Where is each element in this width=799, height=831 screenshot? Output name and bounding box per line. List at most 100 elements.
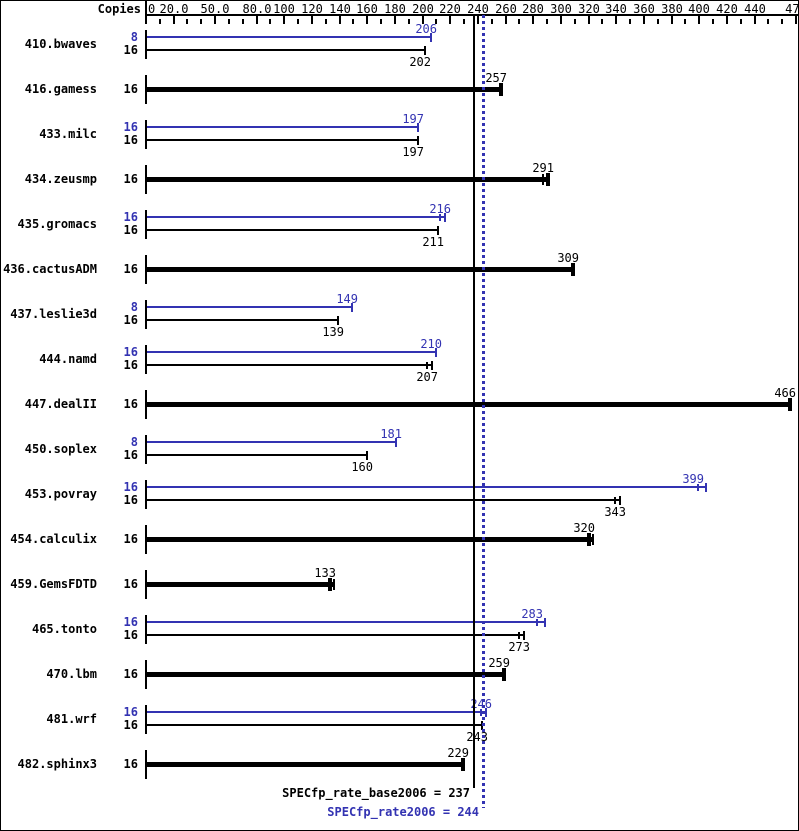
group-baseline [145, 660, 147, 689]
bar-value: 202 [409, 55, 431, 69]
copies-label: 16 [123, 448, 138, 462]
group-baseline [145, 165, 147, 194]
bar-end-cap [431, 361, 433, 370]
axis-tick-label: 380 [661, 2, 683, 16]
bar [147, 267, 573, 272]
axis-divider [145, 1, 147, 23]
bar [147, 36, 431, 38]
axis-minor-tick [325, 19, 327, 24]
axis-minor-tick [518, 19, 520, 24]
bar [147, 177, 548, 182]
base-result-text: SPECfp_rate_base2006 = 237 [282, 786, 470, 800]
axis-minor-tick [546, 19, 548, 24]
bar-value: 273 [508, 640, 530, 654]
bar [147, 486, 706, 488]
bar-end-cap [424, 46, 426, 55]
bar-end-cap [546, 173, 550, 186]
axis-major-tick [726, 15, 728, 24]
bar [147, 402, 790, 407]
bar-end-cap [366, 451, 368, 460]
bar [147, 126, 418, 128]
bar [147, 364, 432, 366]
bar [147, 87, 501, 92]
bar-end-cap [328, 578, 332, 591]
group-baseline [145, 615, 147, 644]
benchmark-label: 450.soplex [24, 442, 97, 456]
copies-label: 8 [130, 30, 138, 44]
group-baseline [145, 480, 147, 509]
axis-major-tick [671, 15, 673, 24]
axis-minor-tick [297, 19, 299, 24]
axis-major-tick [366, 15, 368, 24]
bar-value: 259 [488, 656, 510, 670]
axis-tick-label: 300 [550, 2, 572, 16]
axis-minor-tick [352, 19, 354, 24]
axis-major-tick [256, 15, 258, 24]
axis-major-tick [698, 15, 700, 24]
bar-end-cap [435, 348, 437, 357]
copies-label: 16 [123, 577, 138, 591]
bar-value: 207 [416, 370, 438, 384]
bar [147, 351, 436, 353]
bar-end-cap [502, 668, 506, 681]
benchmark-label: 434.zeusmp [24, 172, 97, 186]
axis-tick-label: 400 [688, 2, 710, 16]
axis-tick-label: 470 [785, 2, 799, 16]
axis-minor-tick [463, 19, 465, 24]
axis-major-tick [283, 15, 285, 24]
bar [147, 711, 486, 713]
bar-value: 291 [532, 161, 554, 175]
bar-end-cap [571, 263, 575, 276]
axis-tick-label: 260 [495, 2, 517, 16]
group-baseline [145, 255, 147, 284]
bar [147, 49, 425, 51]
bar-end-cap [523, 631, 525, 640]
copies-label: 16 [123, 628, 138, 642]
bar-end-cap [444, 213, 446, 222]
axis-tick-label: 0 [148, 2, 156, 16]
copies-label: 16 [123, 120, 138, 134]
bar-end-cap [461, 758, 465, 771]
bar-value: 211 [422, 235, 444, 249]
axis-tick-label: 320 [578, 2, 600, 16]
bar [147, 582, 334, 587]
bar-run-mark [592, 534, 594, 545]
copies-label: 16 [123, 397, 138, 411]
copies-label: 16 [123, 757, 138, 771]
axis-tick-label: 50.0 [200, 2, 230, 16]
group-baseline [145, 30, 147, 59]
bar [147, 441, 396, 443]
axis-minor-tick [740, 19, 742, 24]
axis-minor-tick [380, 19, 382, 24]
bar [147, 306, 352, 308]
bar-value: 320 [573, 521, 595, 535]
group-baseline [145, 390, 147, 419]
copies-label: 8 [130, 300, 138, 314]
copies-label: 16 [123, 172, 138, 186]
bar-run-mark [542, 174, 544, 185]
bar-value: 466 [774, 386, 796, 400]
axis-major-tick [339, 15, 341, 24]
axis-major-tick [532, 15, 534, 24]
benchmark-label: 459.GemsFDTD [10, 577, 97, 591]
copies-column-header: Copies [97, 2, 141, 16]
benchmark-label: 453.povray [24, 487, 97, 501]
benchmark-label: 470.lbm [46, 667, 97, 681]
bar-value: 206 [415, 22, 437, 36]
axis-tick-label: 100 [273, 2, 295, 16]
axis-major-tick [795, 15, 797, 24]
bar-end-cap [705, 483, 707, 492]
axis-minor-tick [629, 19, 631, 24]
bar-end-cap [788, 398, 792, 411]
axis-major-tick [754, 15, 756, 24]
axis-minor-tick [657, 19, 659, 24]
bar [147, 672, 504, 677]
bar-end-cap [395, 438, 397, 447]
bar [147, 762, 463, 767]
bar [147, 499, 620, 501]
copies-label: 16 [123, 345, 138, 359]
axis-minor-tick [684, 19, 686, 24]
copies-label: 16 [123, 493, 138, 507]
group-baseline [145, 300, 147, 329]
bar-value: 216 [429, 202, 451, 216]
